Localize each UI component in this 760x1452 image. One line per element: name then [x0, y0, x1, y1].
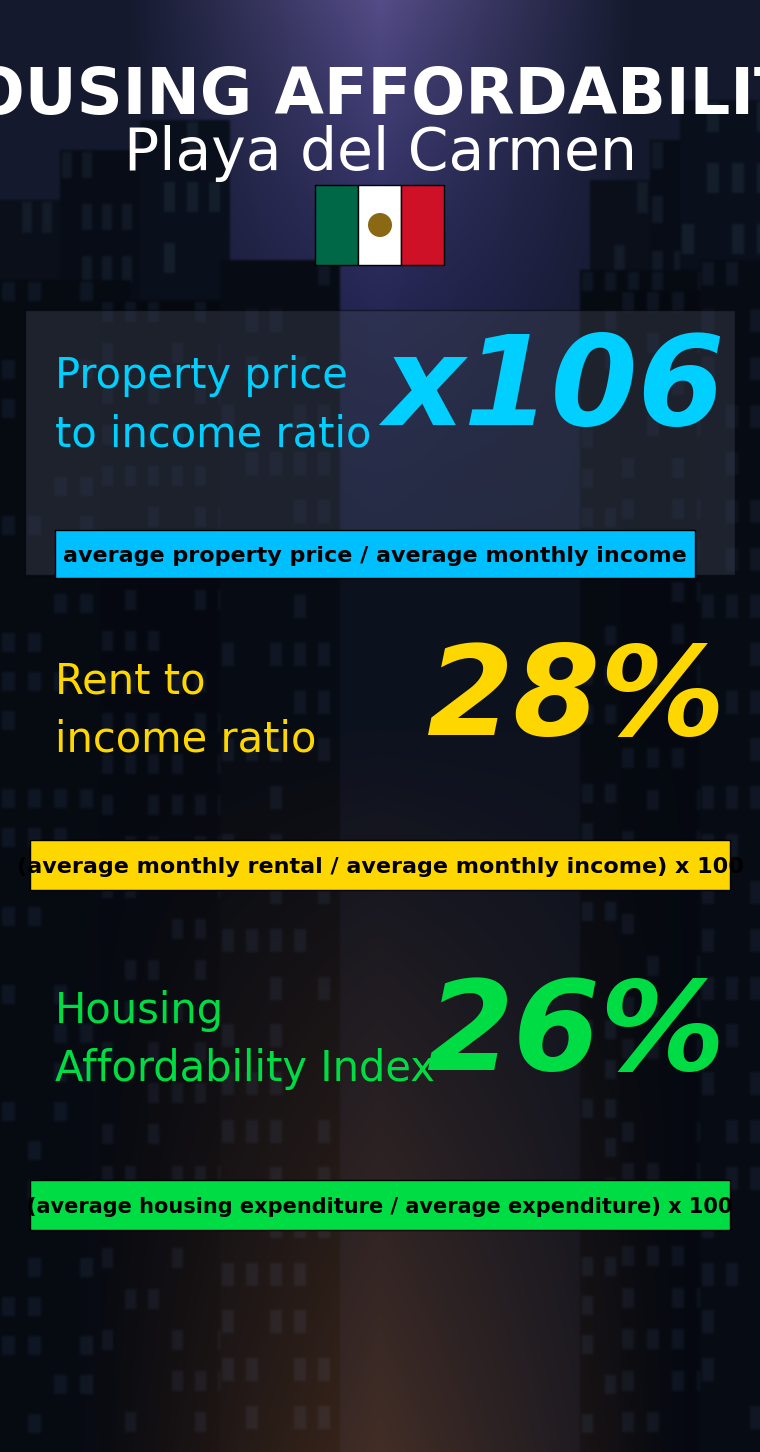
- FancyBboxPatch shape: [401, 184, 444, 266]
- Text: (average housing expenditure / average expenditure) x 100: (average housing expenditure / average e…: [27, 1196, 733, 1217]
- FancyBboxPatch shape: [358, 184, 401, 266]
- Text: Playa del Carmen: Playa del Carmen: [123, 125, 637, 182]
- FancyBboxPatch shape: [30, 1180, 730, 1230]
- FancyBboxPatch shape: [55, 530, 695, 578]
- Text: (average monthly rental / average monthly income) x 100: (average monthly rental / average monthl…: [17, 857, 743, 877]
- Text: 28%: 28%: [426, 640, 725, 761]
- Text: HOUSING AFFORDABILITY: HOUSING AFFORDABILITY: [0, 65, 760, 126]
- Text: 26%: 26%: [426, 974, 725, 1096]
- Circle shape: [368, 213, 392, 237]
- Text: x106: x106: [383, 330, 725, 452]
- Text: Rent to
income ratio: Rent to income ratio: [55, 661, 316, 761]
- FancyBboxPatch shape: [25, 309, 735, 575]
- Text: Property price
to income ratio: Property price to income ratio: [55, 354, 372, 456]
- Text: Housing
Affordability Index: Housing Affordability Index: [55, 990, 435, 1090]
- Text: average property price / average monthly income: average property price / average monthly…: [63, 546, 687, 566]
- FancyBboxPatch shape: [30, 841, 730, 890]
- FancyBboxPatch shape: [315, 184, 358, 266]
